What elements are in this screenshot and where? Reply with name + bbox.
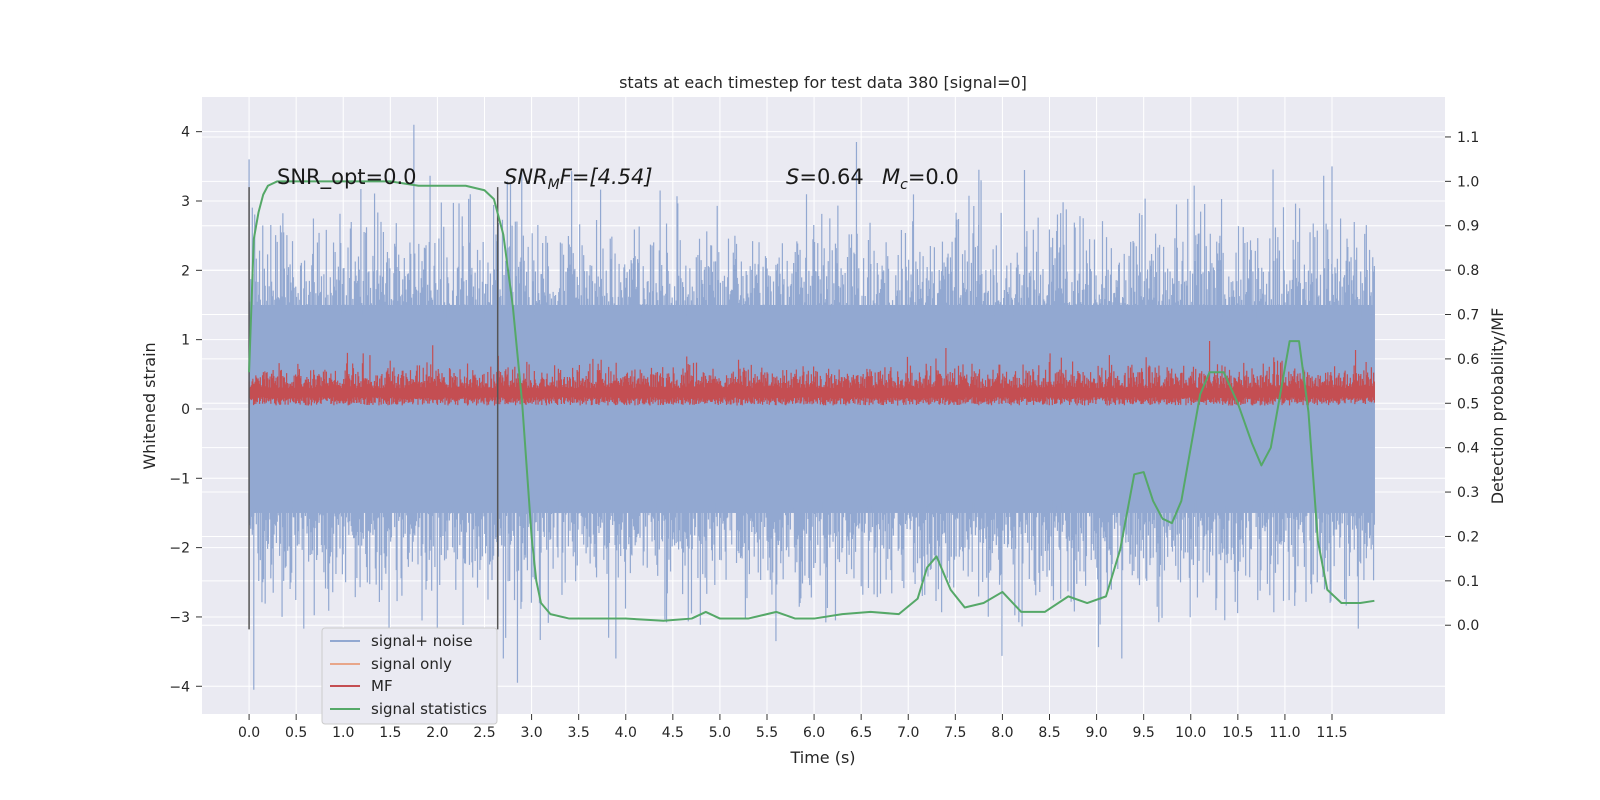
y2-tick-label: 0.2 [1457, 529, 1479, 545]
x-tick-label: 8.5 [1038, 725, 1060, 741]
y2-tick-label: 1.1 [1457, 130, 1479, 146]
y-tick-label: 4 [181, 125, 190, 141]
signal-noise-series [248, 124, 1375, 690]
annotation-snr-opt: SNR_opt=0.0 [277, 165, 417, 190]
x-tick-label: 7.0 [897, 725, 919, 741]
annotation-mc-rest: =0.0 [908, 165, 959, 189]
y-axis-ticks: 4 3 2 1 0 −1 −2 −3 −4 [169, 125, 202, 695]
y2-tick-label: 0.6 [1457, 352, 1479, 368]
y2-tick-label: 0.9 [1457, 219, 1479, 235]
x-tick-label: 4.0 [615, 725, 637, 741]
y-tick-label: 1 [181, 333, 190, 349]
x-tick-label: 11.5 [1316, 725, 1347, 741]
x-tick-label: 3.0 [520, 725, 542, 741]
x-tick-label: 9.0 [1085, 725, 1107, 741]
x-tick-label: 6.5 [850, 725, 872, 741]
x-axis-ticks: 0.0 0.5 1.0 1.5 2.0 2.5 3.0 3.5 4.0 4.5 5.0 5.5 6.0 6… [238, 714, 1348, 741]
x-tick-label: 2.5 [473, 725, 495, 741]
y2-tick-label: 0.7 [1457, 308, 1479, 324]
y2-axis-title: Detection probability/MF [1488, 308, 1507, 505]
annotation-snr-mf-sub: M [548, 177, 560, 193]
legend-label-signal-statistics: signal statistics [371, 700, 487, 718]
y2-tick-label: 0.5 [1457, 396, 1479, 412]
x-tick-label: 2.0 [426, 725, 448, 741]
x-tick-label: 8.0 [991, 725, 1013, 741]
legend-label-mf: MF [371, 677, 393, 695]
y2-tick-label: 0.1 [1457, 574, 1479, 590]
x-tick-label: 5.0 [709, 725, 731, 741]
y2-tick-label: 0.8 [1457, 263, 1479, 279]
y2-axis-ticks: 1.1 1.0 0.9 0.8 0.7 0.6 0.5 0.4 0.3 0.2 0.1 0.0 [1445, 130, 1479, 634]
y-axis-title: Whitened strain [140, 342, 159, 469]
y-tick-label: 2 [181, 263, 190, 279]
x-tick-label: 10.5 [1222, 725, 1253, 741]
y-tick-label: −1 [169, 471, 190, 487]
legend-label-signal-only: signal only [371, 655, 452, 673]
annotation-mc-main: M [882, 165, 900, 189]
legend: signal+ noise signal only MF signal stat… [321, 627, 498, 725]
signal-statistics-line [248, 180, 1375, 622]
x-tick-label: 4.5 [662, 725, 684, 741]
annotation-snr-mf: SNRMF=[4.54] [504, 165, 653, 193]
signal-statistics-series [248, 180, 1375, 622]
y2-tick-label: 0.3 [1457, 485, 1479, 501]
annotation-snr-mf-rest: F=[4.54] [560, 165, 653, 189]
x-tick-label: 9.5 [1133, 725, 1155, 741]
annotation-stat-main: S [786, 165, 799, 189]
annotation-mc-sub: c [900, 177, 908, 193]
x-axis-title: Time (s) [789, 748, 855, 767]
x-tick-label: 0.0 [238, 725, 260, 741]
x-tick-label: 5.5 [756, 725, 778, 741]
y2-tick-label: 1.0 [1457, 174, 1479, 190]
legend-label-signal-noise: signal+ noise [371, 632, 473, 650]
x-tick-label: 3.5 [568, 725, 590, 741]
x-tick-label: 1.5 [379, 725, 401, 741]
y-tick-label: −3 [169, 610, 190, 626]
y2-tick-label: 0.4 [1457, 441, 1479, 457]
x-tick-label: 7.5 [944, 725, 966, 741]
annotation-snr-mf-main: SNR [504, 165, 548, 189]
x-tick-label: 6.0 [803, 725, 825, 741]
x-tick-label: 11.0 [1269, 725, 1300, 741]
y-tick-label: −2 [169, 541, 190, 557]
annotation-stat-rest: =0.64 [799, 165, 863, 189]
chart-title: stats at each timestep for test data 380… [619, 73, 1027, 92]
annotation-mc: Mc=0.0 [882, 165, 959, 193]
marker-lines [248, 187, 499, 630]
x-tick-label: 0.5 [285, 725, 307, 741]
x-tick-label: 10.0 [1175, 725, 1206, 741]
y2-tick-label: 0.0 [1457, 618, 1479, 634]
y-tick-label: 3 [181, 194, 190, 210]
legend-box [321, 627, 498, 725]
y-tick-label: −4 [169, 679, 190, 695]
annotation-stat: S=0.64 [786, 165, 864, 189]
y-tick-label: 0 [181, 402, 190, 418]
x-tick-label: 1.0 [332, 725, 354, 741]
